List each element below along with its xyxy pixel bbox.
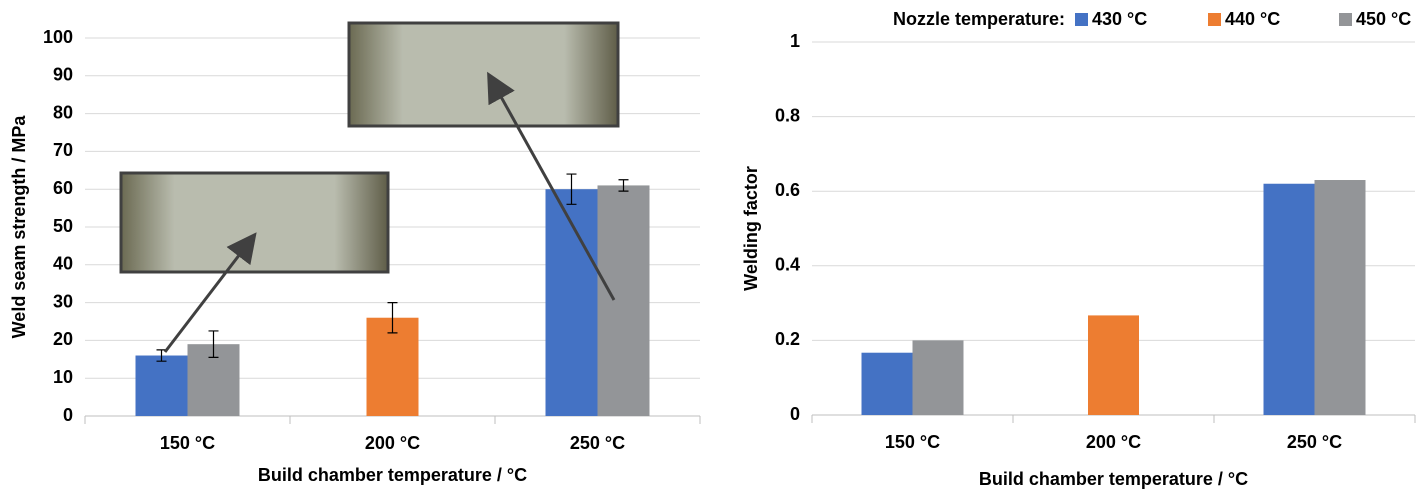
micrograph: [347, 21, 620, 128]
y-tick-label: 0.2: [775, 329, 800, 349]
y-tick-label: 0.8: [775, 105, 800, 125]
legend-swatch: [1339, 13, 1352, 26]
error-bar: [566, 173, 577, 205]
y-axis-title: Weld seam strength / MPa: [9, 115, 29, 339]
legend-label: 430 °C: [1092, 9, 1147, 29]
x-axis-title: Build chamber temperature / °C: [258, 465, 527, 485]
bar: [861, 352, 913, 415]
x-tick-label: 150 °C: [160, 433, 215, 453]
y-tick-label: 80: [53, 102, 73, 122]
y-tick-label: 100: [43, 27, 73, 47]
x-tick-label: 250 °C: [1287, 432, 1342, 452]
y-tick-label: 0: [63, 405, 73, 425]
x-tick-label: 150 °C: [885, 432, 940, 452]
bar: [912, 340, 964, 415]
legend-title: Nozzle temperature:: [893, 9, 1065, 29]
y-tick-label: 1: [790, 31, 800, 51]
arrow: [163, 232, 257, 353]
y-tick-label: 20: [53, 329, 73, 349]
y-tick-label: 0.6: [775, 180, 800, 200]
micrograph-overlay: [119, 21, 620, 353]
legend-swatch: [1208, 13, 1221, 26]
y-tick-label: 90: [53, 65, 73, 85]
legend-label: 450 °C: [1356, 9, 1411, 29]
bar: [545, 189, 598, 416]
y-tick-label: 60: [53, 178, 73, 198]
arrow: [487, 71, 616, 301]
y-tick-label: 70: [53, 140, 73, 160]
error-bar: [208, 330, 219, 359]
y-tick-label: 50: [53, 216, 73, 236]
y-tick-label: 0.4: [775, 255, 800, 275]
y-axis-title: Welding factor: [741, 166, 761, 291]
y-tick-label: 30: [53, 291, 73, 311]
error-bar: [618, 179, 629, 192]
x-tick-label: 250 °C: [570, 433, 625, 453]
y-tick-label: 40: [53, 254, 73, 274]
bar: [597, 185, 650, 416]
x-axis-title: Build chamber temperature / °C: [979, 469, 1248, 489]
y-tick-label: 0: [790, 404, 800, 424]
y-tick-label: 10: [53, 367, 73, 387]
bar: [366, 317, 419, 416]
bar: [1314, 180, 1366, 415]
bar: [1088, 315, 1139, 415]
legend-label: 440 °C: [1225, 9, 1280, 29]
legend-swatch: [1075, 13, 1088, 26]
x-tick-label: 200 °C: [365, 433, 420, 453]
micrograph: [119, 171, 390, 274]
error-bar: [387, 302, 398, 334]
bar: [1263, 183, 1315, 415]
bar: [135, 355, 188, 416]
x-tick-label: 200 °C: [1086, 432, 1141, 452]
